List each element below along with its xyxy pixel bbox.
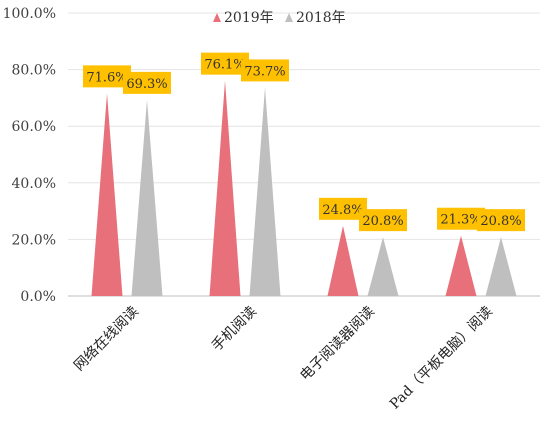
triangle-bar-2019 [445,235,477,296]
y-tick-label: 100.0% [3,6,56,22]
y-tick-label: 0.0% [20,289,56,305]
triangle-bar-2018 [249,87,281,296]
data-label-bg [477,209,525,232]
data-label: 21.3% [440,213,481,228]
data-label: 20.8% [480,214,521,229]
legend-label: 2019年 [224,10,274,26]
triangle-bar-2019 [209,80,241,297]
data-label-bg [123,71,171,94]
category-label: 手机阅读 [208,303,260,355]
data-label: 71.6% [86,70,127,85]
data-label-bg [437,207,485,230]
data-label: 73.7% [244,64,285,79]
triangle-bar-2018 [367,237,399,296]
legend-label: 2018年 [296,10,346,26]
category-label: 网络在线阅读 [70,303,141,374]
data-label-bg [359,209,407,232]
legend-marker-2018 [285,13,293,22]
legend-marker-2019 [213,13,221,22]
y-tick-label: 40.0% [12,176,56,192]
y-tick-label: 20.0% [12,232,56,248]
data-label: 69.3% [126,77,167,92]
triangle-bar-2018 [131,99,163,296]
triangle-bar-2019 [91,93,123,296]
data-label-bg [241,59,289,82]
category-label: 电子阅读器阅读 [297,303,378,384]
category-label: Pad（平板电脑）阅读 [386,303,496,413]
data-label: 24.8% [322,203,363,218]
y-tick-label: 80.0% [12,63,56,79]
data-label: 76.1% [204,58,245,73]
data-label-bg [201,52,249,75]
triangle-bar-2019 [327,225,359,296]
data-label-bg [319,197,367,220]
data-label: 20.8% [362,214,403,229]
data-label-bg [83,65,131,88]
y-tick-label: 60.0% [12,119,56,135]
triangle-bar-2018 [485,237,517,296]
